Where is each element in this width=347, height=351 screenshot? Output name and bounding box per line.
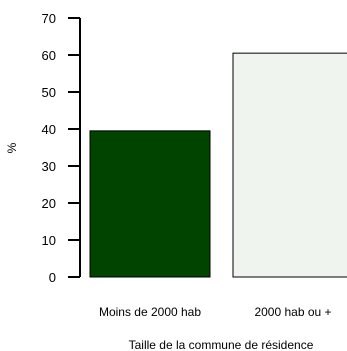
y-axis-title: %	[5, 142, 19, 153]
x-axis-category-labels: Moins de 2000 hab 2000 hab ou +	[99, 305, 332, 319]
y-tick-label: 10	[42, 233, 56, 248]
y-tick-label: 30	[42, 159, 56, 174]
bars	[89, 52, 347, 278]
y-tick-label: 70	[42, 11, 56, 26]
y-tick-label: 50	[42, 85, 56, 100]
y-axis-ticks: 0 10 20 30 40 50 60 70	[42, 11, 80, 285]
bar-1	[89, 130, 211, 278]
x-axis-title: Taille de la commune de résidence	[129, 338, 314, 351]
y-tick-label: 20	[42, 196, 56, 211]
x-category-label: Moins de 2000 hab	[99, 305, 201, 319]
y-tick-label: 0	[49, 270, 56, 285]
y-tick-label: 40	[42, 122, 56, 137]
bar-2	[232, 52, 347, 278]
x-category-label: 2000 hab ou +	[254, 305, 331, 319]
y-tick-label: 60	[42, 48, 56, 63]
